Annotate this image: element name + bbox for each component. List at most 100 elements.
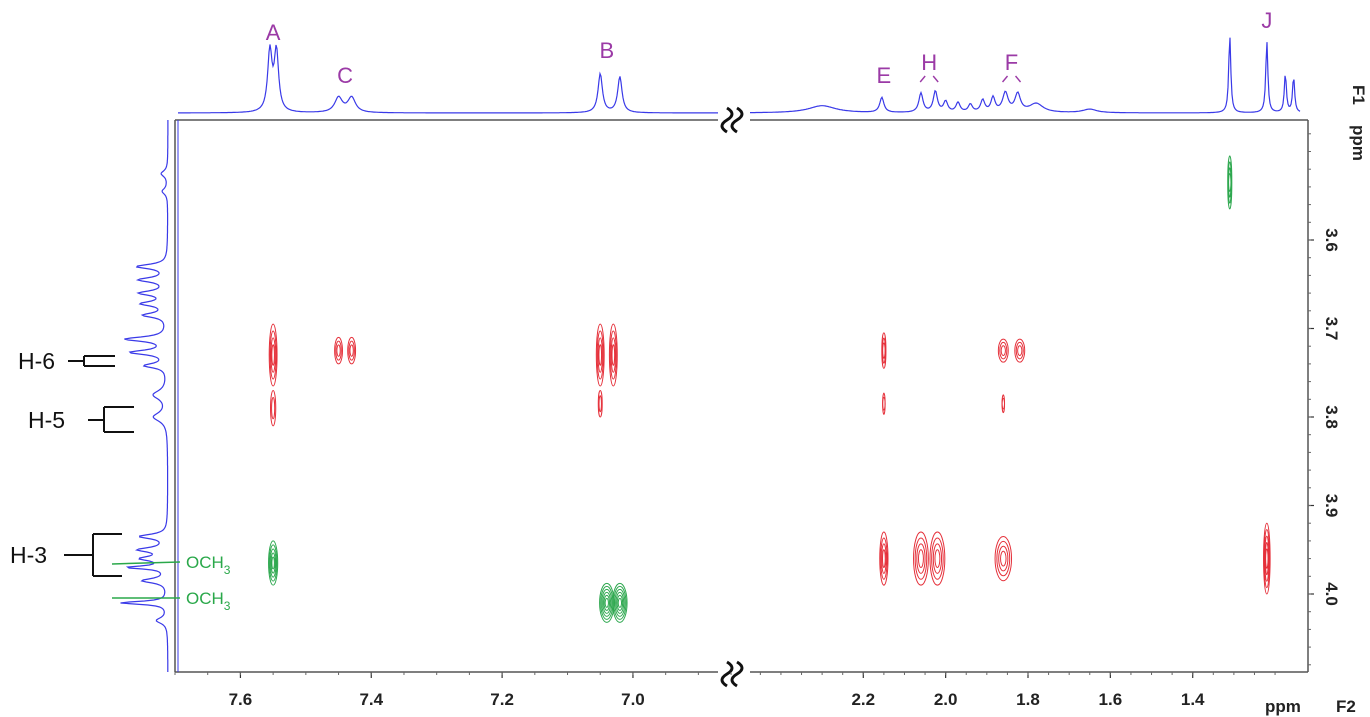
cross-peak-negative — [994, 535, 1013, 582]
contour-level — [998, 545, 1009, 572]
contour-level — [269, 330, 277, 380]
contour-level — [610, 337, 617, 373]
cross-peak-negative — [347, 336, 357, 365]
f1-projection-trace — [120, 120, 169, 672]
contour-level — [881, 543, 887, 574]
och3-main: OCH — [186, 589, 224, 608]
contour-level — [268, 544, 278, 582]
contour-level — [271, 344, 275, 366]
contour-level — [612, 582, 628, 623]
cross-peak-positive — [612, 582, 628, 623]
contour-level — [997, 338, 1009, 363]
contour-level — [597, 389, 603, 418]
f1-tick-label: 4.0 — [1322, 582, 1341, 606]
contour-level — [1228, 173, 1232, 192]
contour-level — [934, 549, 941, 568]
peak-label-e: E — [877, 63, 892, 88]
cross-peak-negative — [270, 389, 277, 427]
f2-tick-label: 1.6 — [1099, 690, 1123, 709]
och3-subscript: 3 — [224, 599, 231, 613]
contour-level — [1015, 341, 1024, 360]
contour-level — [608, 323, 618, 387]
cross-peak-negative — [913, 531, 929, 586]
f1-tick-label: 3.6 — [1322, 228, 1341, 252]
contour-level — [1263, 522, 1271, 595]
f2-tick-label: 7.6 — [229, 690, 253, 709]
cross-peaks — [268, 155, 1271, 623]
f2-tick-label: 1.4 — [1181, 690, 1205, 709]
cross-peak-negative — [997, 338, 1009, 363]
peak-label-a: A — [266, 20, 281, 45]
contour-level — [604, 597, 609, 608]
f1-axis-name: F1 — [1349, 85, 1368, 105]
contour-level — [917, 549, 924, 568]
assignment-h3: H-3 — [10, 533, 122, 577]
cross-peak-negative — [597, 389, 603, 418]
peak-label-j: J — [1261, 8, 1272, 33]
assignment-h6: H-6 — [18, 348, 115, 374]
f2-projection-trace — [750, 37, 1301, 114]
f2-axis-ticks: 7.6 7.4 7.2 7.0 2.2 2.0 1.8 1.6 1.4 — [174, 672, 1276, 709]
f2-tick-label: 7.4 — [359, 690, 383, 709]
cross-peak-negative — [1263, 522, 1271, 595]
cross-peak-negative — [1014, 338, 1026, 363]
contour-level — [598, 344, 603, 366]
contour-level — [596, 330, 604, 380]
contour-level — [611, 344, 616, 366]
peak-label-f: F — [1005, 50, 1018, 75]
cross-peak-positive — [268, 540, 279, 586]
contour-level — [601, 588, 613, 617]
contour-level — [880, 537, 888, 580]
contour-level — [270, 337, 276, 373]
contour-level — [598, 395, 602, 413]
contour-level — [999, 341, 1008, 360]
f1-tick-label: 3.8 — [1322, 405, 1341, 429]
f2-axis-name: F2 — [1336, 697, 1356, 716]
f2-tick-label: 7.2 — [490, 690, 514, 709]
contour-level — [932, 543, 943, 574]
contour-level — [916, 543, 926, 574]
contour-level — [268, 323, 278, 387]
contour-level — [914, 537, 928, 580]
contour-level — [1014, 338, 1026, 363]
contour-level — [595, 323, 605, 387]
contour-level — [268, 540, 279, 586]
contour-level — [609, 330, 617, 380]
contour-level — [1000, 345, 1006, 357]
cross-peak-negative — [879, 531, 889, 586]
cross-peak-negative — [929, 531, 946, 586]
contour-level — [1263, 529, 1271, 589]
contour-level — [597, 337, 603, 373]
contour-level — [615, 591, 625, 614]
contour-level — [270, 552, 276, 574]
assignment-bracket — [88, 406, 134, 433]
och3-text: OCH3 — [186, 553, 231, 577]
contour-level — [882, 342, 886, 359]
contour-level — [269, 548, 277, 578]
f2-tick-label: 2.2 — [851, 690, 875, 709]
f2-projection-trace — [178, 44, 718, 114]
cross-peak-negative — [882, 392, 886, 415]
f2-tick-label: 7.0 — [621, 690, 645, 709]
cross-peak-positive — [599, 582, 615, 623]
contour-level — [336, 344, 341, 357]
contour-level — [347, 336, 357, 365]
f2-tick-label: 2.0 — [934, 690, 958, 709]
peak-bracket — [1001, 75, 1022, 83]
cross-peak-negative — [268, 323, 278, 387]
assignment-bracket — [64, 533, 122, 577]
peak-bracket — [919, 75, 939, 83]
contour-level — [996, 540, 1011, 577]
contour-level — [881, 332, 887, 369]
peak-labels: A C B E H F J — [266, 8, 1273, 88]
contour-level — [1264, 535, 1270, 582]
plot-frame — [174, 119, 1309, 673]
f1-unit-label: ppm — [1349, 125, 1368, 161]
f2-unit-label: ppm — [1265, 697, 1301, 716]
contour-level — [1000, 550, 1007, 567]
f2-projection — [178, 37, 1301, 114]
och3-label: OCH3 — [111, 553, 231, 577]
contour-level — [882, 549, 886, 568]
contour-level — [929, 531, 946, 586]
